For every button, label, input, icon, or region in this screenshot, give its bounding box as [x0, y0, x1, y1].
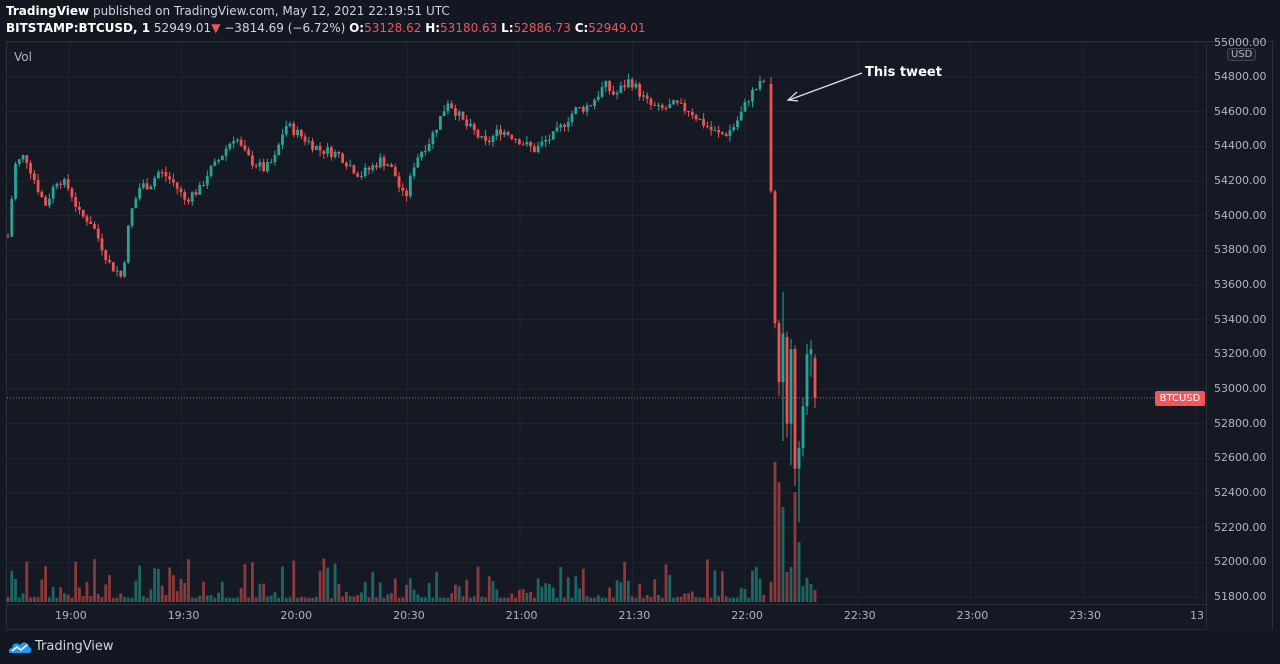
currency-badge[interactable]: USD: [1227, 48, 1257, 61]
price-tick: 51800.00: [1214, 589, 1267, 603]
chart-pane[interactable]: [6, 41, 1207, 605]
time-axis[interactable]: [6, 605, 1207, 630]
price-tick: 54600.00: [1214, 104, 1267, 118]
price-tick: 54200.00: [1214, 173, 1267, 187]
time-tick: 23:30: [1069, 609, 1101, 622]
price-tick: 52200.00: [1214, 520, 1267, 534]
time-tick: 20:30: [393, 609, 425, 622]
price-tick: 52400.00: [1214, 485, 1267, 499]
time-tick: 20:00: [280, 609, 313, 622]
chart-header: TradingView published on TradingView.com…: [6, 3, 646, 37]
close-value: 52949.01: [588, 21, 646, 35]
time-tick: 21:00: [505, 609, 538, 622]
price-axis[interactable]: [1207, 41, 1273, 630]
annotation-text: This tweet: [865, 65, 942, 80]
volume-label: Vol: [14, 50, 32, 64]
price-tick: 53000.00: [1214, 381, 1267, 395]
footer-brand-label: TradingView: [35, 639, 114, 654]
down-arrow-icon: ▼: [211, 21, 221, 35]
publish-line: TradingView published on TradingView.com…: [6, 3, 646, 20]
symbol-label: BITSTAMP:BTCUSD, 1: [6, 21, 151, 35]
price-tick: 54400.00: [1214, 139, 1267, 153]
high-label: H:: [425, 21, 441, 35]
time-tick: 13: [1190, 609, 1204, 622]
last-price: 52949.01: [153, 21, 212, 35]
price-tick: 53400.00: [1214, 312, 1267, 326]
price-tick: 55000.00: [1214, 36, 1267, 49]
brand-name: TradingView: [6, 4, 90, 18]
high-value: 53180.63: [440, 21, 498, 35]
time-tick: 19:30: [167, 609, 200, 622]
open-value: 53128.62: [364, 21, 422, 35]
time-tick: 22:00: [731, 609, 763, 622]
published-text: published on TradingView.com, May 12, 20…: [89, 4, 450, 18]
price-tick: 54800.00: [1214, 70, 1267, 83]
time-tick: 22:30: [843, 609, 876, 622]
price-tick: 52800.00: [1214, 416, 1267, 430]
price-change: −3814.69 (−6.72%): [224, 21, 346, 35]
time-tick: 19:00: [55, 609, 87, 622]
ohlc-line: BITSTAMP:BTCUSD, 1 52949.01▼ −3814.69 (−…: [6, 20, 646, 37]
footer-brand[interactable]: TradingView: [8, 639, 114, 654]
low-label: L:: [501, 21, 514, 35]
tradingview-cloud-icon: [8, 642, 32, 653]
time-tick: 21:30: [618, 609, 651, 622]
price-tick: 54000.00: [1214, 208, 1267, 222]
price-tick: 53600.00: [1214, 277, 1267, 291]
time-tick: 23:00: [956, 609, 989, 622]
current-price-tag: BTCUSD: [1155, 391, 1205, 406]
price-tick: 53200.00: [1214, 347, 1267, 361]
low-value: 52886.73: [513, 21, 571, 35]
price-tick: 53800.00: [1214, 243, 1267, 257]
close-label: C:: [574, 21, 589, 35]
price-tick: 52600.00: [1214, 451, 1267, 465]
price-tick: 52000.00: [1214, 555, 1267, 569]
open-label: O:: [349, 21, 365, 35]
